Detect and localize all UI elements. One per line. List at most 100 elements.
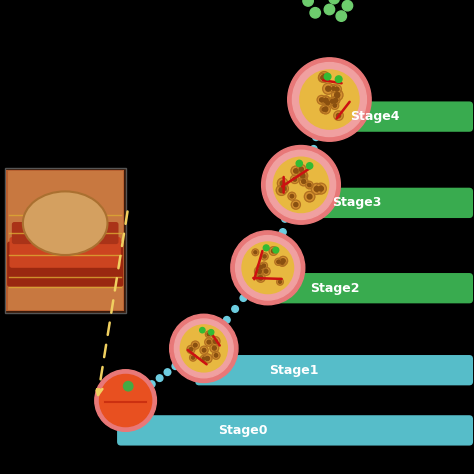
Circle shape — [302, 180, 306, 183]
Circle shape — [174, 319, 233, 378]
Circle shape — [242, 242, 293, 293]
Circle shape — [280, 184, 289, 193]
Circle shape — [335, 76, 342, 82]
Circle shape — [290, 194, 294, 198]
Circle shape — [329, 85, 337, 92]
Circle shape — [307, 194, 312, 199]
Circle shape — [213, 339, 218, 343]
Circle shape — [205, 356, 210, 360]
FancyBboxPatch shape — [5, 168, 126, 313]
Circle shape — [319, 98, 324, 102]
Circle shape — [331, 89, 343, 100]
Circle shape — [280, 229, 286, 236]
Circle shape — [331, 96, 339, 105]
Circle shape — [202, 348, 206, 352]
Circle shape — [298, 171, 308, 181]
FancyBboxPatch shape — [9, 237, 121, 268]
Circle shape — [202, 357, 205, 360]
Circle shape — [272, 249, 275, 253]
Circle shape — [328, 98, 336, 105]
Circle shape — [200, 346, 208, 354]
Circle shape — [190, 354, 197, 361]
Circle shape — [261, 253, 268, 260]
Circle shape — [303, 0, 313, 6]
Circle shape — [310, 8, 320, 18]
Circle shape — [269, 246, 278, 255]
Circle shape — [257, 263, 264, 271]
Circle shape — [280, 181, 285, 186]
Circle shape — [193, 343, 197, 347]
Circle shape — [333, 85, 341, 93]
FancyBboxPatch shape — [321, 101, 473, 132]
Circle shape — [180, 325, 228, 372]
Circle shape — [279, 256, 288, 265]
Circle shape — [296, 160, 302, 166]
Circle shape — [200, 328, 205, 333]
Circle shape — [332, 87, 335, 90]
Circle shape — [297, 170, 307, 180]
Circle shape — [214, 354, 218, 357]
Circle shape — [263, 264, 265, 267]
Circle shape — [335, 87, 339, 91]
Circle shape — [279, 259, 286, 266]
Circle shape — [321, 104, 330, 114]
Circle shape — [307, 163, 313, 169]
Circle shape — [259, 265, 263, 269]
Text: Stage2: Stage2 — [310, 282, 360, 295]
Circle shape — [170, 314, 238, 383]
Circle shape — [252, 249, 259, 255]
Circle shape — [263, 245, 269, 251]
Text: Stage4: Stage4 — [351, 110, 400, 123]
Circle shape — [256, 273, 265, 282]
Circle shape — [264, 270, 268, 273]
Circle shape — [261, 262, 267, 269]
Circle shape — [191, 341, 200, 349]
Circle shape — [203, 354, 212, 363]
Circle shape — [240, 295, 246, 301]
Circle shape — [288, 58, 371, 141]
Circle shape — [256, 274, 263, 281]
Circle shape — [259, 276, 263, 280]
Circle shape — [100, 374, 152, 427]
Circle shape — [207, 333, 210, 336]
Circle shape — [255, 266, 264, 276]
Circle shape — [324, 73, 331, 80]
Circle shape — [324, 99, 332, 107]
Circle shape — [282, 216, 288, 222]
Circle shape — [319, 186, 323, 191]
Circle shape — [293, 177, 297, 181]
Circle shape — [326, 86, 331, 91]
Circle shape — [148, 381, 155, 387]
Circle shape — [333, 99, 337, 102]
FancyBboxPatch shape — [292, 188, 473, 218]
Circle shape — [212, 346, 216, 350]
Circle shape — [187, 346, 195, 354]
Circle shape — [320, 106, 328, 113]
Circle shape — [319, 73, 327, 82]
Circle shape — [322, 96, 330, 104]
Circle shape — [263, 255, 266, 258]
Circle shape — [273, 247, 279, 253]
Circle shape — [231, 231, 305, 305]
Text: Stage1: Stage1 — [269, 364, 319, 377]
FancyBboxPatch shape — [8, 171, 123, 310]
Circle shape — [258, 276, 261, 279]
Circle shape — [324, 98, 328, 102]
Circle shape — [321, 76, 325, 80]
Circle shape — [311, 183, 322, 194]
Circle shape — [211, 337, 220, 346]
Circle shape — [292, 63, 366, 137]
Circle shape — [207, 340, 211, 344]
Circle shape — [291, 175, 299, 183]
Circle shape — [281, 261, 284, 264]
Circle shape — [329, 0, 339, 4]
Circle shape — [294, 202, 298, 207]
Circle shape — [323, 83, 334, 94]
Circle shape — [333, 104, 337, 107]
Circle shape — [317, 95, 326, 104]
Circle shape — [300, 173, 304, 177]
Circle shape — [316, 183, 326, 194]
FancyBboxPatch shape — [195, 355, 473, 385]
Circle shape — [299, 177, 308, 186]
Circle shape — [326, 101, 329, 105]
